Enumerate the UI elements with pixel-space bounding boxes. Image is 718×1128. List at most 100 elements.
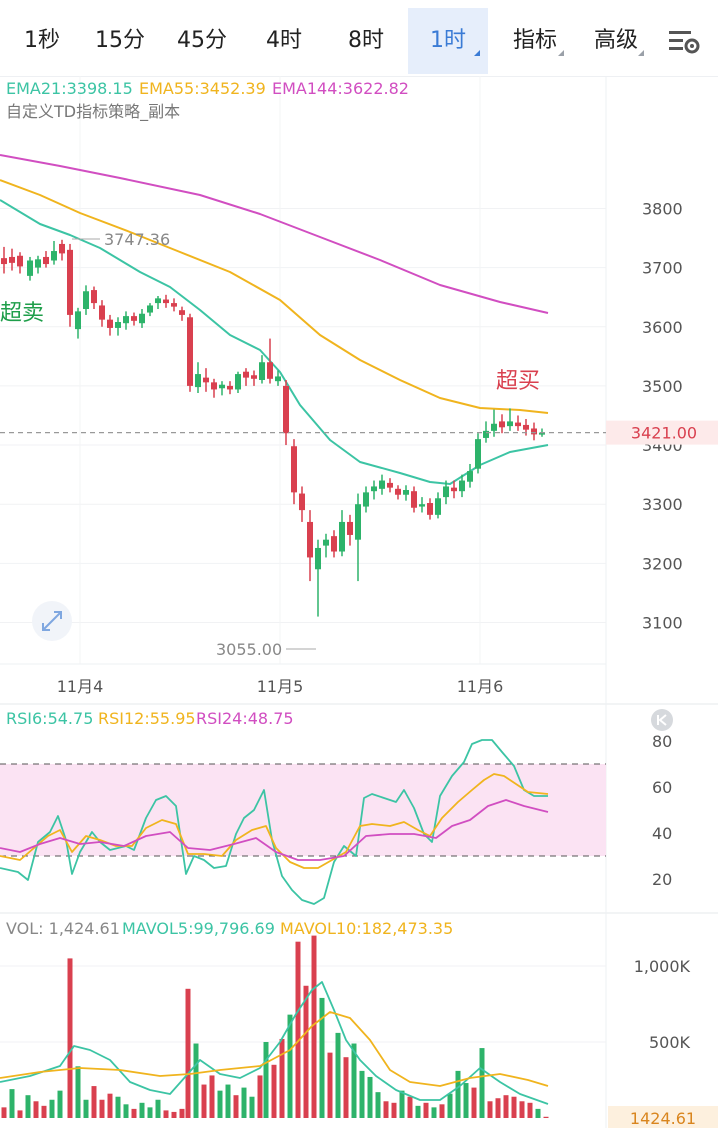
volume-bar [463,1083,469,1118]
candle [339,510,345,557]
date-label: 11月6 [457,677,504,696]
volume-bar [287,1014,293,1118]
candle [35,255,41,274]
tab-6[interactable]: 1时 [408,8,488,74]
volume-bar [33,1101,39,1118]
candle-body [379,480,385,489]
candle-body [291,446,297,493]
volume-bar [535,1108,541,1118]
candle [507,408,513,431]
candle-body [211,382,217,390]
volume-bar [171,1111,177,1118]
volume-bar [225,1084,231,1118]
dropdown-triangle-icon [638,50,644,56]
candle-body [387,482,393,488]
collapse-icon-glyph [657,714,667,726]
volume-current-label: 1424.61 [630,1109,696,1128]
candle-body [139,313,145,324]
candle [219,381,225,396]
tab-label: 高级 [593,28,638,53]
volume-bar [107,1093,113,1118]
volume-bar [25,1095,31,1118]
candle-body [59,243,65,254]
volume-bar [249,1096,255,1118]
candle-body [483,430,489,438]
candle-body [1,258,7,265]
candle [115,317,121,336]
volume-bar [17,1110,23,1118]
candle [403,485,409,501]
volume-current-badge [608,1106,718,1128]
candle-body [395,488,401,495]
candle [379,474,385,495]
candle-body [259,362,265,380]
volume-bar [217,1090,223,1118]
current-price-label: 3421.00 [631,424,697,443]
tab-5[interactable]: 8时 [330,8,402,74]
candle-body [355,504,361,540]
volume-bar [163,1110,169,1118]
tab-7[interactable]: 指标 [498,8,572,74]
volume-bar [327,1052,333,1118]
candle-body [371,486,377,492]
price-tick-label: 3700 [642,259,683,278]
candle-body [155,298,161,304]
candle-body [99,305,105,320]
candle [43,251,49,268]
candle-body [203,377,209,383]
candle [211,378,217,398]
strategy-label: 自定义TD指标策略_副本 [6,102,180,122]
rsi-legend-item: RSI24:48.75 [196,709,294,728]
candle [283,379,289,446]
candle-body [35,259,41,268]
candle-body [411,491,417,508]
tab-2[interactable]: 15分 [84,8,156,74]
candle-body [27,260,33,276]
volume-tick-label: 500K [649,1033,691,1052]
low-price-label: 3055.00 [216,640,282,659]
tab-1[interactable]: 1秒 [8,8,76,74]
candle-body [195,374,201,388]
candle [99,300,105,327]
volume-bar [367,1076,373,1118]
tab-4[interactable]: 4时 [248,8,320,74]
volume-bar [319,997,325,1118]
tab-3[interactable]: 45分 [166,8,238,74]
volume-legend-item: MAVOL10:182,473.35 [280,919,453,938]
rsi6-line [0,739,548,905]
candle-body [427,503,433,515]
volume-tick-label: 1,000K [634,957,691,976]
candle [227,381,233,395]
tab-8[interactable]: 高级 [580,8,652,74]
volume-legend-item: VOL: 1,424.61 [6,919,120,938]
volume-bar [351,1043,357,1118]
chart-settings-icon[interactable] [668,28,702,58]
ema144-line [0,154,549,314]
price-tick-label: 3100 [642,614,683,633]
candle-body [163,299,169,304]
candle [1,246,7,274]
volume-bar [495,1098,501,1118]
candle-body [75,311,81,330]
candle [395,485,401,500]
volume-bar [503,1095,509,1118]
rsi-tick-label: 60 [652,778,672,797]
volume-bar [391,1102,397,1118]
volume-bar [455,1070,461,1118]
tab-label: 15分 [95,28,145,53]
volume-bar [57,1090,63,1118]
candle-body [267,362,273,379]
volume-bar [41,1105,47,1118]
candle [355,493,361,582]
ema-legend-item: EMA144:3622.82 [272,79,409,98]
volume-bar [209,1075,215,1118]
candle [419,497,425,513]
volume-bar [193,1043,199,1118]
candle-body [507,421,513,427]
expand-arrows-icon[interactable] [32,601,72,641]
collapse-icon [651,709,673,731]
volume-bar [1,1107,7,1118]
candle-body [315,547,321,570]
candle-body [91,290,97,304]
